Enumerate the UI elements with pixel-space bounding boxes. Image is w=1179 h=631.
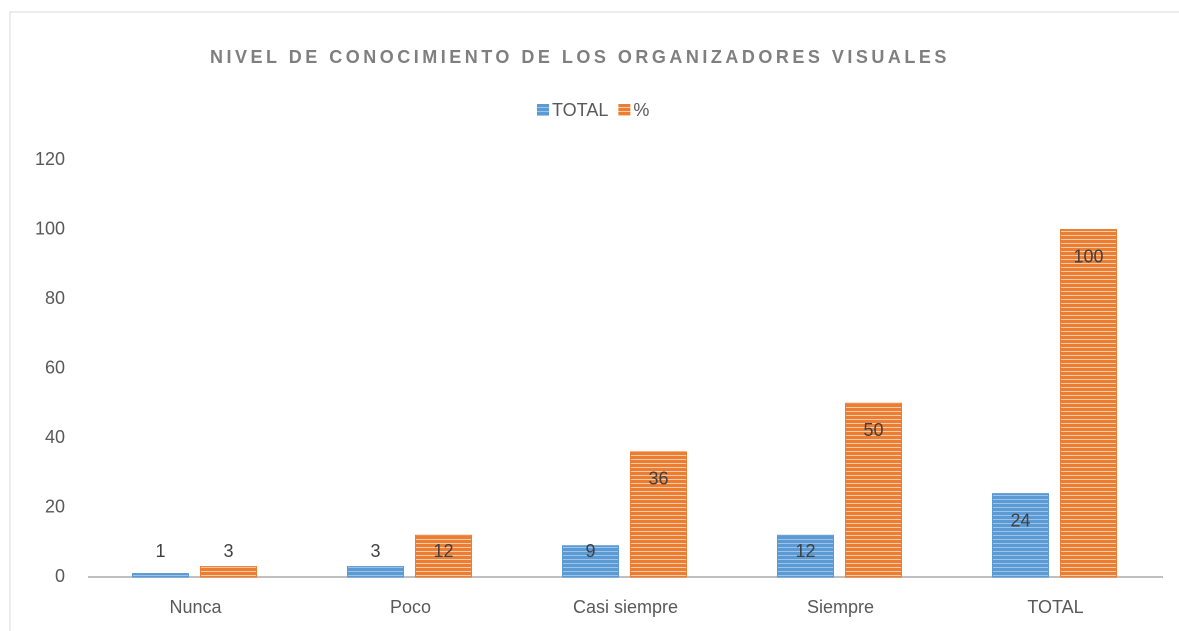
legend-swatch [618, 104, 631, 116]
y-tick-label: 0 [55, 566, 65, 586]
bar [132, 573, 189, 578]
bar [992, 493, 1049, 578]
y-tick-label: 100 [35, 218, 65, 238]
x-tick-label: Siempre [807, 597, 874, 617]
data-label: 3 [370, 541, 380, 561]
data-label: 50 [863, 420, 883, 440]
bar [200, 566, 257, 578]
data-label: 24 [1010, 510, 1030, 530]
bar [630, 451, 687, 578]
data-label: 1 [155, 541, 165, 561]
chart-border [9, 11, 1179, 631]
y-tick-label: 40 [45, 427, 65, 447]
y-tick-label: 120 [35, 149, 65, 169]
data-label: 3 [223, 541, 233, 561]
bar [1060, 229, 1117, 578]
y-tick-label: 20 [45, 496, 65, 516]
data-label: 12 [795, 541, 815, 561]
y-tick-label: 60 [45, 357, 65, 377]
x-tick-label: Nunca [169, 597, 222, 617]
bar [562, 545, 619, 578]
x-tick-label: TOTAL [1027, 597, 1083, 617]
bar [845, 402, 902, 578]
data-label: 36 [648, 469, 668, 489]
bar [347, 566, 404, 578]
y-tick-label: 80 [45, 288, 65, 308]
x-tick-label: Casi siempre [573, 597, 678, 617]
x-tick-label: Poco [390, 597, 431, 617]
bar [777, 534, 834, 578]
legend-label: % [633, 100, 649, 120]
data-label: 100 [1073, 246, 1103, 266]
data-label: 12 [433, 541, 453, 561]
legend-swatch [537, 104, 549, 116]
data-label: 9 [585, 541, 595, 561]
bar [415, 534, 472, 578]
legend-label: TOTAL [552, 100, 608, 120]
chart-title: NIVEL DE CONOCIMIENTO DE LOS ORGANIZADOR… [210, 47, 950, 67]
